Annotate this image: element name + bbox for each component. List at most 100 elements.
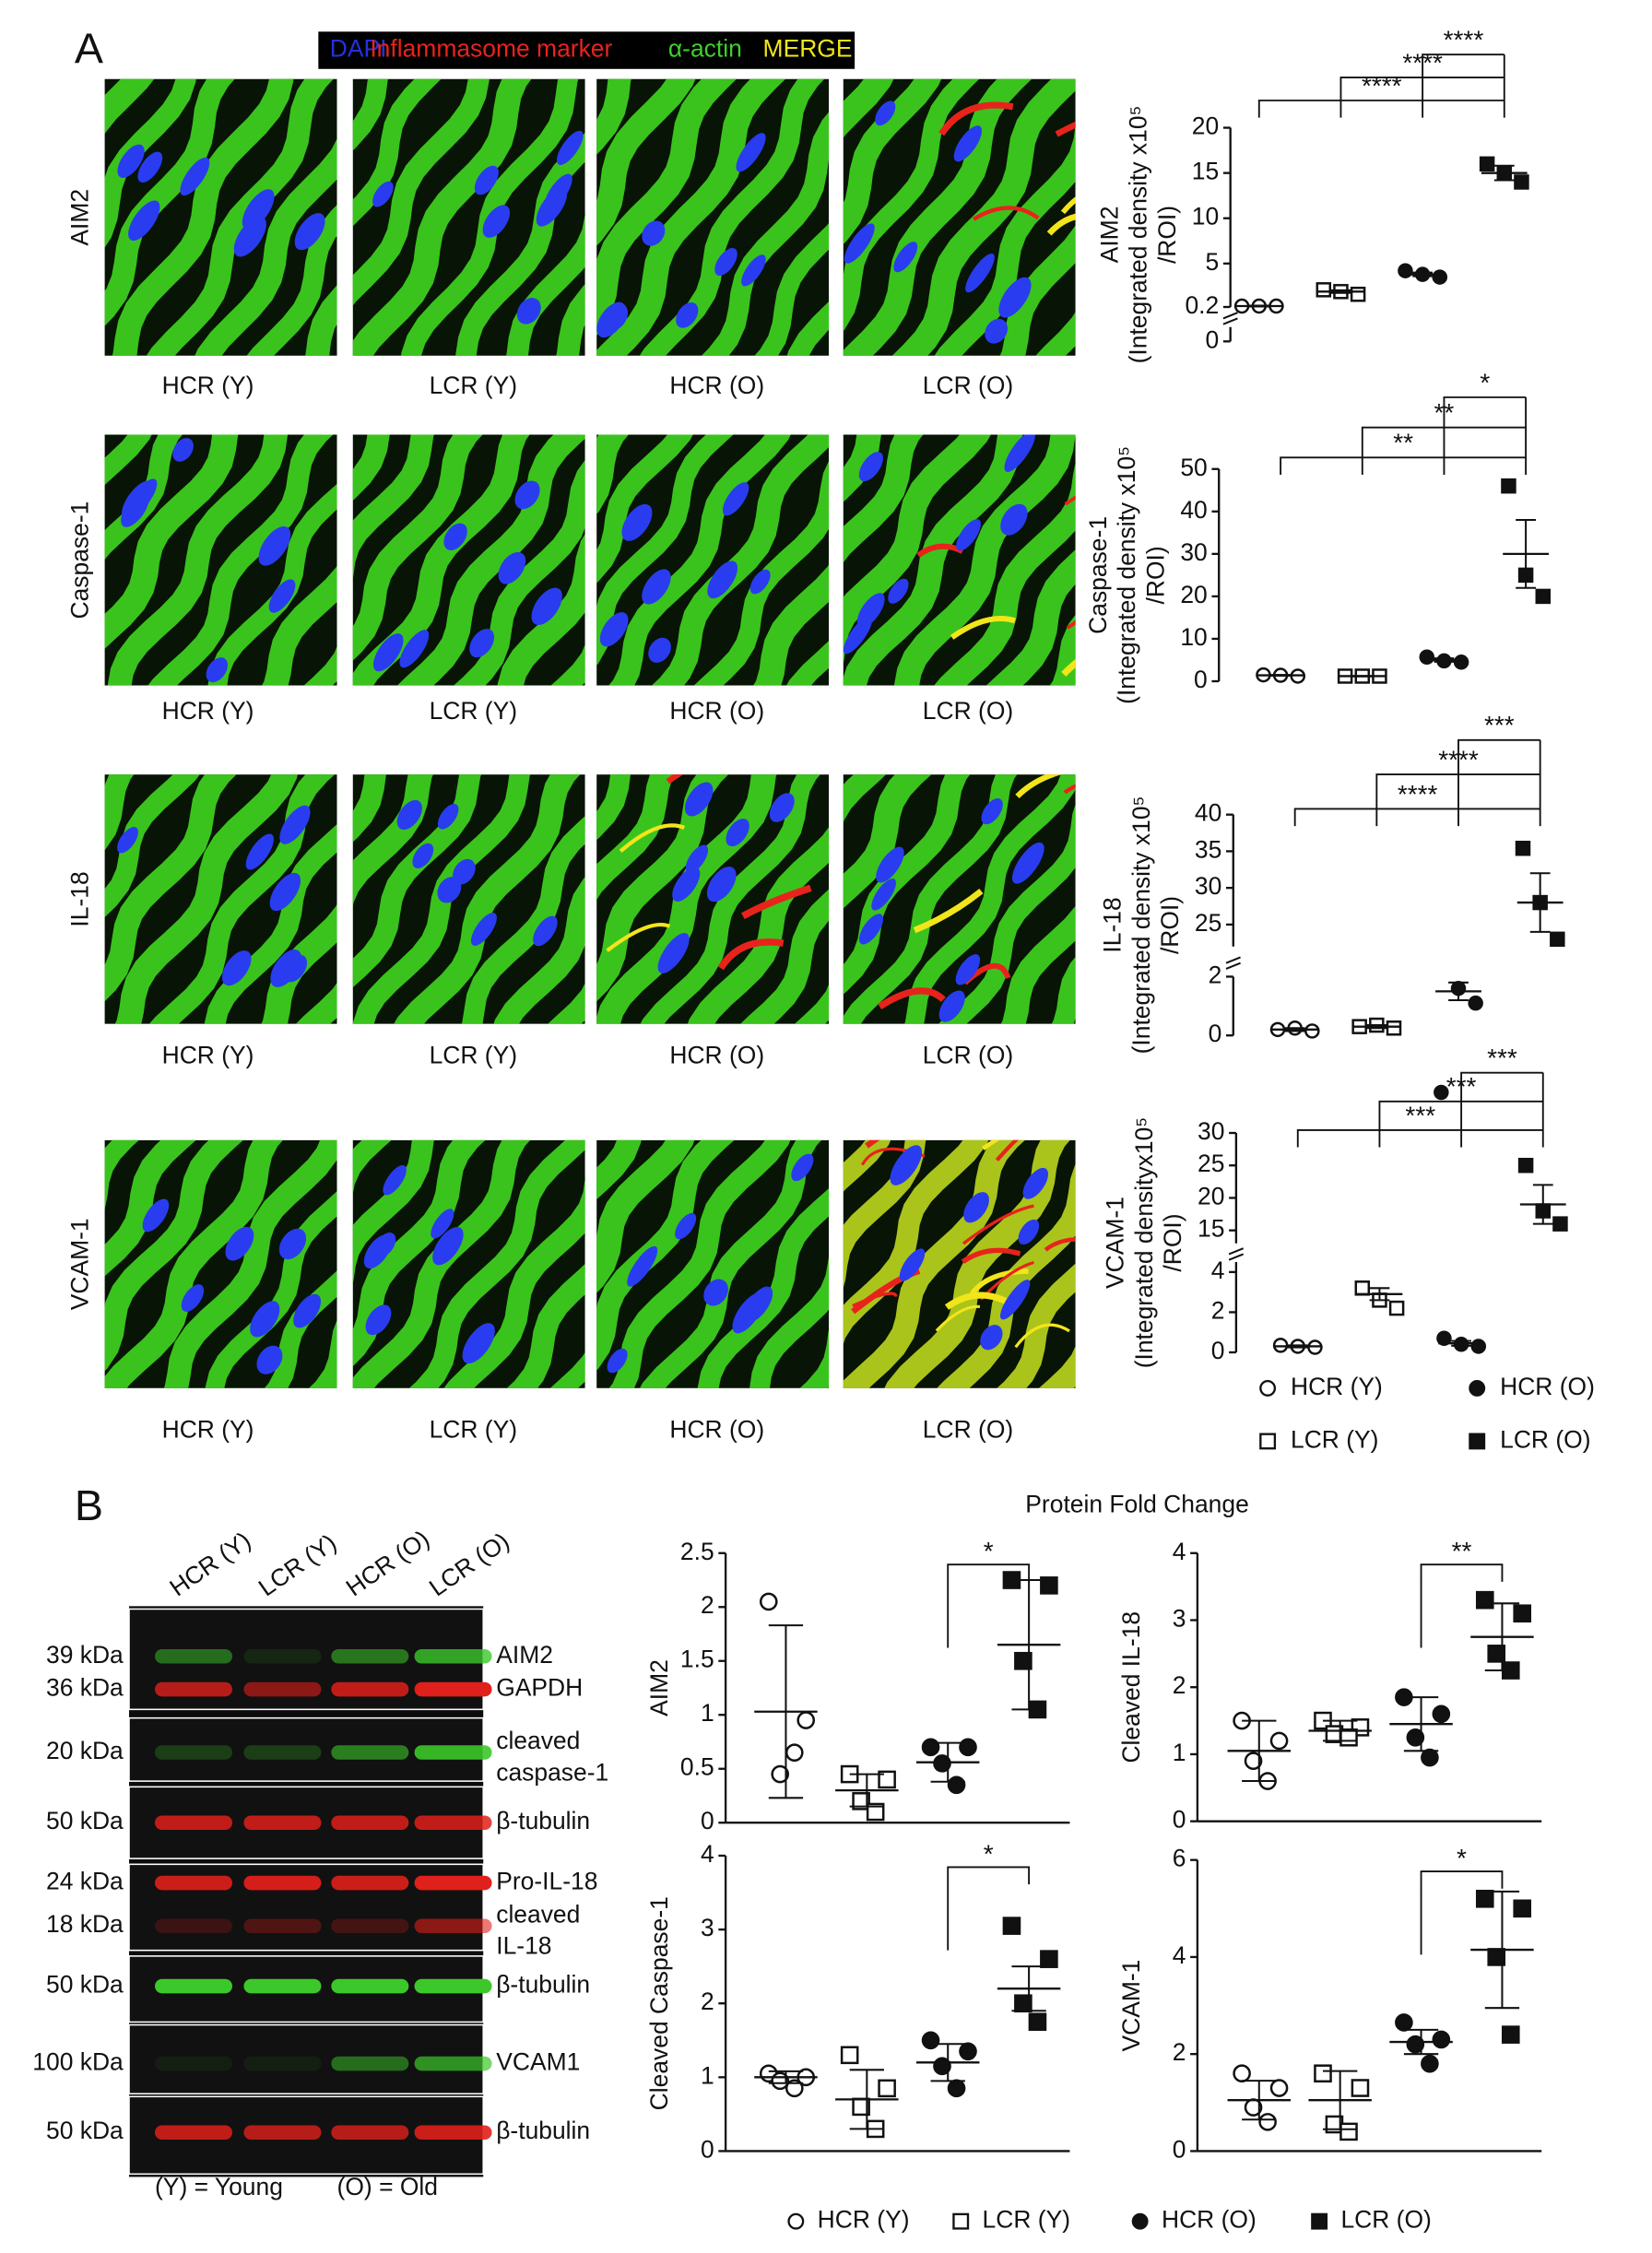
data-point bbox=[1552, 1216, 1568, 1232]
micrograph bbox=[352, 1139, 585, 1388]
bracket bbox=[1460, 1071, 1543, 1148]
image-label: LCR (O) bbox=[923, 1416, 1013, 1444]
y-tick-label: 3 bbox=[701, 1914, 714, 1941]
tissue-fiber bbox=[107, 434, 289, 686]
data-point bbox=[947, 1775, 966, 1795]
axis-break bbox=[1228, 1247, 1245, 1256]
nucleus bbox=[749, 569, 771, 595]
nucleus bbox=[703, 1279, 728, 1306]
nucleus bbox=[279, 805, 311, 844]
legend-label: LCR (Y) bbox=[1291, 1425, 1378, 1453]
axis-break bbox=[1225, 961, 1241, 970]
tissue-fiber bbox=[843, 1139, 891, 1192]
tissue-fiber bbox=[556, 284, 585, 356]
tissue-fiber bbox=[608, 434, 791, 686]
marker-signal bbox=[1066, 619, 1076, 630]
tissue-fiber bbox=[843, 434, 991, 664]
tissue-fiber bbox=[493, 877, 585, 1024]
tissue-fiber bbox=[596, 78, 631, 155]
marker-signal bbox=[666, 774, 684, 784]
significance-label: *** bbox=[1405, 1101, 1435, 1129]
footnote: (O) = Old bbox=[337, 2173, 438, 2200]
error-bar bbox=[1434, 657, 1455, 663]
tissue-fiber bbox=[596, 78, 786, 356]
nucleus bbox=[963, 1192, 989, 1223]
legend-label: HCR (O) bbox=[1162, 2206, 1257, 2234]
y-axis-label: /ROI) bbox=[1153, 206, 1181, 264]
error-bar bbox=[1011, 1965, 1046, 2012]
error-bar bbox=[849, 1773, 884, 1808]
legend-marker bbox=[1259, 1379, 1277, 1397]
marker-signal bbox=[1064, 495, 1076, 506]
data-point bbox=[1388, 1300, 1405, 1316]
tissue-fiber bbox=[843, 78, 942, 245]
kda-label: 18 kDa bbox=[46, 1910, 124, 1938]
data-point bbox=[1304, 1023, 1320, 1039]
nucleus bbox=[741, 254, 766, 287]
nucleus bbox=[736, 133, 766, 172]
bracket bbox=[947, 1866, 1031, 1951]
y-tick-label: 2 bbox=[1173, 1671, 1186, 1699]
micrograph bbox=[104, 774, 337, 1024]
tissue-fiber bbox=[352, 78, 532, 356]
axis-break bbox=[1228, 1253, 1245, 1261]
y-tick-label: 2 bbox=[701, 1591, 714, 1619]
tissue-fiber bbox=[195, 138, 337, 356]
marker-signal bbox=[1015, 774, 1063, 799]
error-bar bbox=[1323, 2070, 1358, 2130]
y-tick-label: 4 bbox=[1173, 1941, 1186, 1969]
nucleus bbox=[858, 452, 883, 482]
image-label: HCR (Y) bbox=[162, 1416, 254, 1444]
nucleus bbox=[516, 298, 541, 324]
significance-label: *** bbox=[1487, 1044, 1517, 1072]
data-point bbox=[852, 1792, 870, 1811]
y-tick-label: 4 bbox=[701, 1840, 714, 1868]
protein-label: caspase-1 bbox=[496, 1758, 608, 1786]
tissue-fiber bbox=[843, 78, 980, 332]
image-label: LCR (Y) bbox=[430, 372, 517, 399]
marker-signal bbox=[995, 1139, 1019, 1162]
blot-band bbox=[414, 1875, 492, 1891]
tissue-fiber bbox=[891, 78, 1076, 356]
marker-signal bbox=[913, 889, 984, 934]
tissue-fiber bbox=[740, 889, 830, 1024]
y-tick-label: 2.5 bbox=[680, 1538, 714, 1565]
y-tick-label: 2 bbox=[1173, 2038, 1186, 2066]
blot-band bbox=[243, 1681, 322, 1697]
nucleus bbox=[180, 157, 210, 196]
nucleus bbox=[432, 1226, 464, 1266]
data-point bbox=[878, 1770, 896, 1789]
nucleus bbox=[533, 915, 558, 947]
data-point bbox=[1339, 1728, 1358, 1747]
marker-signal bbox=[1044, 1237, 1076, 1252]
image-label: HCR (Y) bbox=[162, 1042, 254, 1069]
image-label: HCR (O) bbox=[669, 1042, 764, 1069]
nucleus bbox=[1000, 503, 1028, 536]
micrograph bbox=[843, 78, 1076, 356]
tissue-fiber bbox=[1000, 905, 1076, 1024]
charts-title: Protein Fold Change bbox=[1025, 1490, 1249, 1517]
y-tick-label: 0.5 bbox=[680, 1753, 714, 1781]
y-tick-label: 1 bbox=[701, 2061, 714, 2089]
image-label: LCR (Y) bbox=[430, 697, 517, 725]
protein-label: GAPDH bbox=[496, 1674, 583, 1702]
data-point bbox=[1040, 1576, 1058, 1595]
tissue-fiber bbox=[934, 124, 1076, 356]
nucleus bbox=[128, 200, 160, 242]
significance-label: **** bbox=[1444, 26, 1484, 54]
nucleus bbox=[1004, 434, 1035, 472]
tissue-fiber bbox=[352, 434, 390, 501]
nucleus bbox=[225, 1226, 254, 1261]
y-tick-label: 10 bbox=[1192, 203, 1219, 230]
tissue-fiber bbox=[1051, 957, 1076, 1024]
blot-band bbox=[155, 1681, 232, 1697]
tissue-fiber bbox=[163, 1139, 337, 1388]
blot-band bbox=[414, 1815, 492, 1830]
error-bar bbox=[1451, 1339, 1471, 1347]
blot-band bbox=[331, 2125, 409, 2140]
significance-label: * bbox=[984, 1537, 994, 1565]
nucleus bbox=[685, 844, 709, 873]
y-tick-label: 15 bbox=[1192, 158, 1219, 185]
protein-label: β-tubulin bbox=[496, 1807, 590, 1834]
nucleus bbox=[453, 858, 476, 885]
